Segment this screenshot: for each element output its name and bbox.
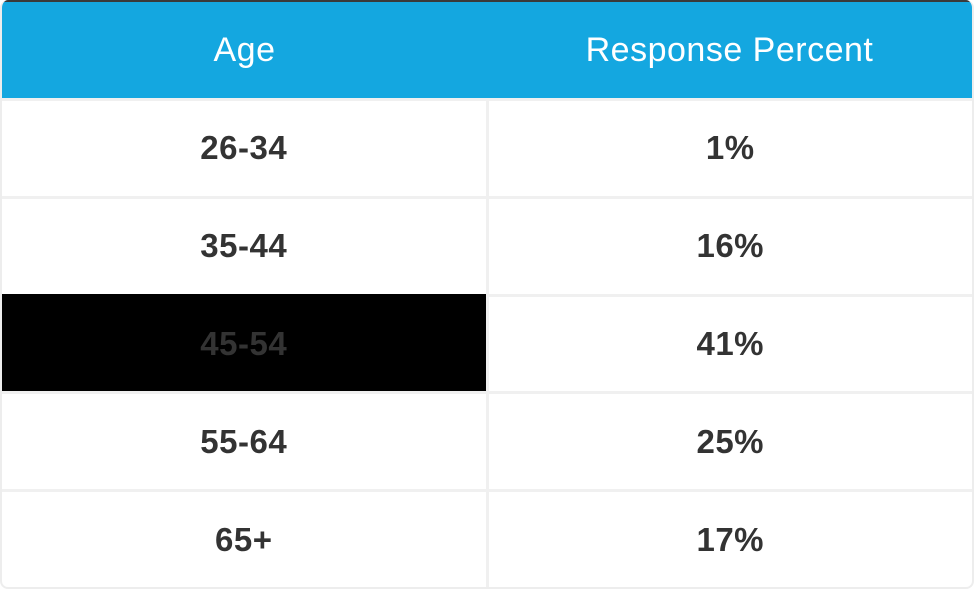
age-cell[interactable]: 26-34 — [2, 101, 486, 196]
table-body: 26-34 1% 35-44 16% 45-54 41% 55-64 25% 65+ 17% — [2, 98, 972, 587]
age-cell[interactable]: 65+ — [2, 492, 486, 587]
column-header-response-percent: Response Percent — [585, 30, 874, 69]
table-header-row: Age Response Percent — [2, 2, 972, 98]
percent-cell[interactable]: 25% — [488, 394, 972, 490]
top-edge-line — [2, 0, 972, 2]
age-cell[interactable]: 45-54 — [2, 296, 486, 392]
column-header-age: Age — [213, 30, 276, 69]
percent-cell[interactable]: 41% — [488, 296, 972, 392]
percent-cell[interactable]: 16% — [488, 198, 972, 294]
age-cell[interactable]: 35-44 — [2, 198, 486, 294]
percent-cell[interactable]: 1% — [488, 101, 972, 196]
percent-cell[interactable]: 17% — [488, 492, 972, 587]
age-cell[interactable]: 55-64 — [2, 394, 486, 490]
